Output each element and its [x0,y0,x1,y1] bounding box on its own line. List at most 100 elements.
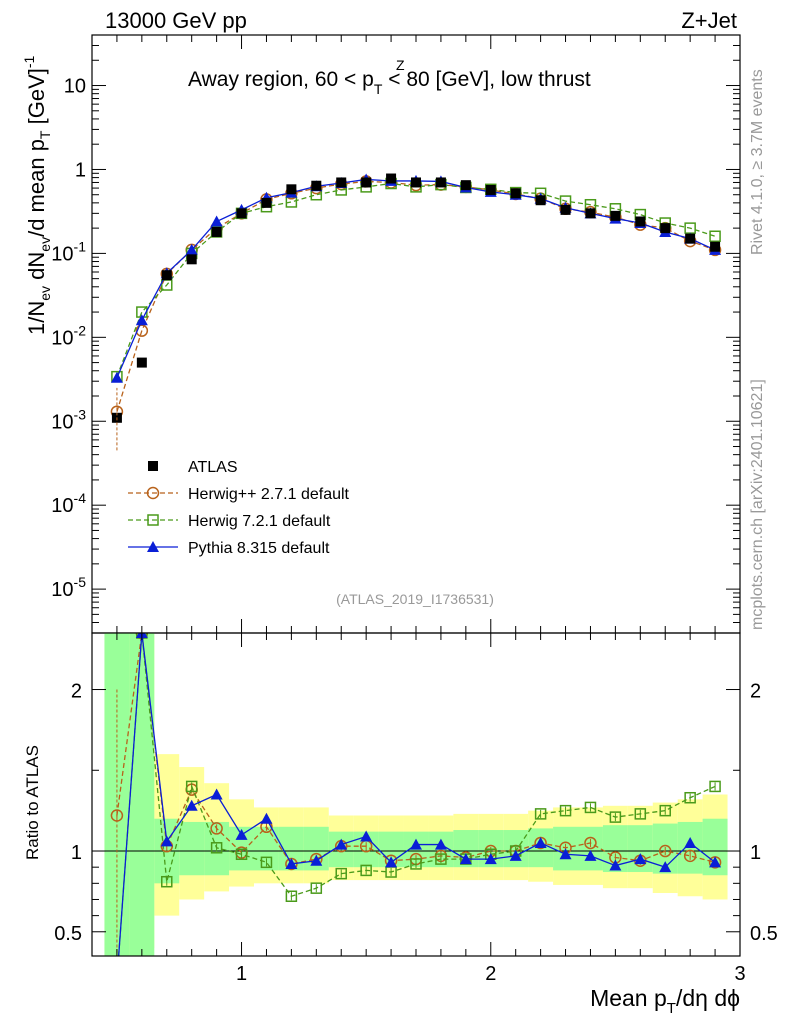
data-point [286,184,297,195]
data-point [460,180,471,191]
legend-label: ATLAS [188,459,238,476]
data-point [411,177,421,188]
ratio-point [285,857,298,869]
main-ytick-label: 10-5 [51,574,86,601]
ratio-point [559,848,572,860]
svg-text:Away region, 60 < pT < 80 [GeV: Away region, 60 < pT < 80 [GeV], low thr… [188,68,591,97]
ratio-point [659,804,671,817]
data-point [485,184,496,195]
ratio-point [634,853,647,865]
ratio-point [385,856,398,868]
legend-label: Herwig++ 2.7.1 default [188,486,350,503]
data-point [186,254,197,265]
ratio-point [534,836,547,848]
ratio-ytick-label: 2 [71,681,82,703]
data-point [710,241,721,252]
data-point [336,177,347,188]
process-label: Z+Jet [681,8,737,33]
ratio-point [335,867,347,880]
data-point [709,230,721,243]
mcplots-label: mcplots.cern.ch [arXiv:2401.10621] [749,379,766,630]
data-point [110,371,123,383]
plot-title-main: Away region, 60 < p [188,68,374,91]
main-ytick-label: 10-2 [51,322,86,349]
ratio-point [658,844,672,858]
data-point [535,195,546,206]
data-point [610,210,621,221]
plot-title-sup: Z [396,57,405,73]
ratio-point [584,836,597,850]
ratio-point [484,853,497,865]
x-tick-label: 2 [485,963,496,985]
legend-marker [147,514,159,526]
main-ytick-label: 10-3 [51,406,86,433]
ratio-ytick-label-right: 2 [750,681,761,703]
x-axis-label: Mean pT/dη dϕ [590,985,740,1017]
data-point [211,226,222,237]
ratio-point [559,804,572,817]
ratio-point [509,849,522,861]
analysis-watermark: (ATLAS_2019_I1736531) [336,591,494,607]
main-panel: 10-5 10-4 10-3 10-2 10-1 1 10 Away region, 60 … [21,34,741,634]
data-point [585,208,596,219]
plot-title-end: < 80 [GeV], low thrust [382,68,591,91]
plot-title: Away region, 60 < pT < 80 [GeV], low thr… [188,57,591,97]
ratio-point [609,859,622,871]
main-ytick-label: 1 [75,159,86,181]
series-pythia-8-315-default [110,173,722,383]
data-point [685,233,696,244]
data-point [311,180,322,191]
ratio-point [534,808,547,820]
plot-title-sub: T [374,81,383,97]
rivet-label: Rivet 4.1.0, ≥ 3.7M events [749,69,766,255]
ratio-point [210,842,223,854]
legend-label: Herwig 7.2.1 default [188,513,331,530]
series-atlas [111,173,721,423]
legend-marker [146,486,160,500]
data-point [161,270,172,281]
x-tick-label: 1 [236,963,247,985]
series-line [116,180,716,412]
legend-label: Pythia 8.315 default [188,540,330,557]
ratio-point [684,791,696,804]
ratio-point [634,808,647,820]
ratio-point [459,853,472,865]
ratio-point [434,838,447,850]
ratio-point [285,890,298,902]
data-point [361,177,372,188]
ratio-point [235,828,248,840]
main-ytick-label: 10 [64,76,86,98]
ratio-point [609,811,622,823]
ratio-point [310,882,323,894]
ratio-point [360,830,373,842]
ratio-point [210,822,223,835]
ratio-point [435,853,447,865]
uncertainty-band-green [129,633,155,956]
ratio-point [185,799,198,811]
ratio-series-pythia-8-315-default [118,633,722,956]
ratio-point [260,812,273,824]
ratio-point [360,864,372,877]
main-ytick-label: 10-4 [51,490,86,517]
legend-marker [148,461,158,471]
energy-label: 13000 GeV pp [105,8,247,33]
data-point [435,177,446,188]
main-ytick-label: 10-1 [51,238,86,265]
data-point [236,208,247,219]
ratio-point [310,854,323,866]
data-point [185,243,198,255]
ratio-point [185,780,198,793]
legend-marker [147,541,159,552]
ratio-ytick-label-right: 0.5 [750,923,778,945]
ratio-panel: 0.5 0.5 1 1 2 2 1 2 3 Ratio to ATLAS Mean pT/dη … [23,632,778,1017]
ratio-point [335,838,348,850]
uncertainty-band-green [627,825,653,873]
data-point [635,216,646,227]
ratio-ytick-label-right: 1 [750,842,761,864]
uncertainty-band-green [179,821,205,876]
data-point [386,173,397,184]
ratio-point [161,875,173,888]
ratio-point [210,788,223,800]
data-point [510,188,521,199]
ratio-ylabel: Ratio to ATLAS [23,745,42,860]
